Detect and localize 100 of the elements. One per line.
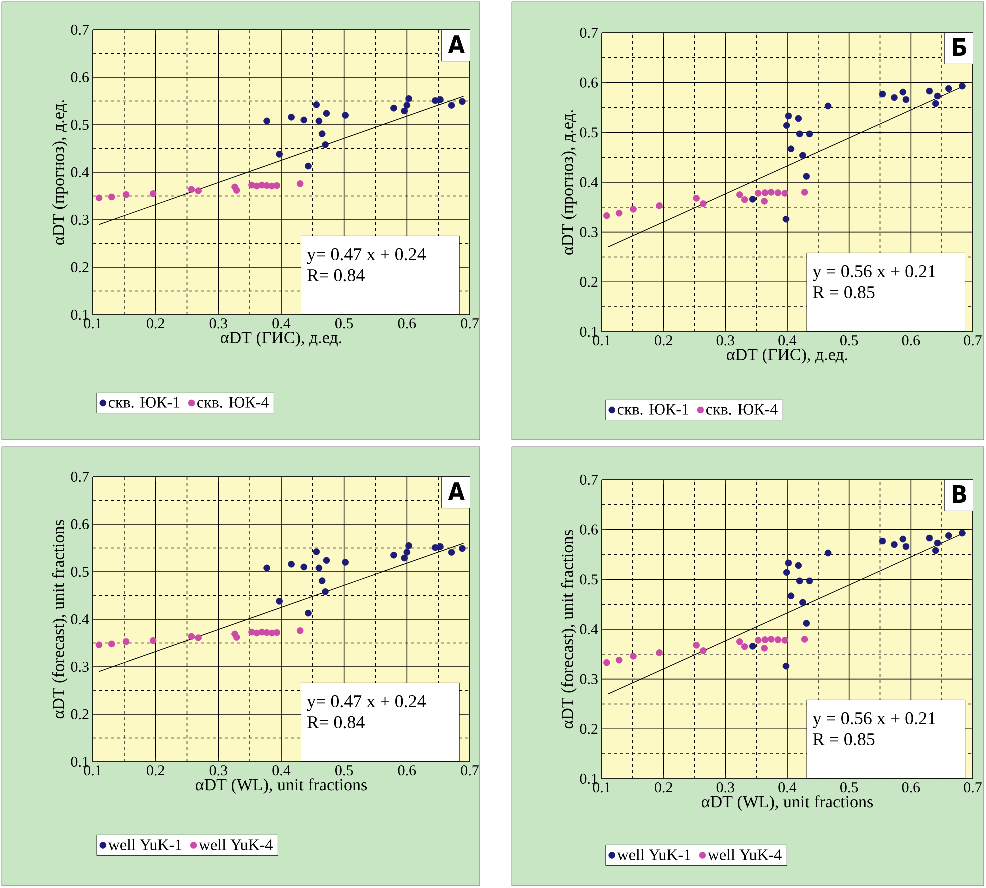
point	[264, 564, 270, 572]
point	[448, 549, 456, 556]
point	[656, 202, 663, 210]
point	[891, 94, 898, 102]
point	[437, 96, 444, 104]
y-tick-label: 0.5	[71, 120, 89, 130]
point	[902, 543, 910, 550]
point	[902, 96, 910, 104]
y-tick-label: 0.4	[580, 177, 598, 188]
y-tick-label: 0.4	[580, 624, 598, 635]
y-tick-label: 0.6	[580, 524, 598, 535]
x-tick-label: 0.7	[461, 766, 479, 776]
x-tick-label: 0.3	[716, 336, 734, 346]
point	[926, 534, 934, 542]
point	[96, 194, 103, 202]
point	[96, 642, 103, 649]
point	[774, 636, 782, 644]
point	[796, 578, 804, 585]
y-tick-label: 0.3	[71, 662, 89, 672]
point	[274, 629, 280, 636]
point	[934, 540, 942, 547]
point	[736, 638, 744, 646]
point	[782, 216, 790, 223]
point	[656, 650, 663, 656]
point	[276, 598, 284, 605]
y-tick-label: 0.7	[71, 24, 90, 36]
point	[700, 200, 707, 208]
point	[926, 88, 934, 95]
legend-label: скв. ЮК-1	[108, 397, 180, 408]
point	[316, 564, 323, 572]
point	[800, 152, 806, 159]
x-tick-label: 0.5	[336, 766, 354, 776]
annotation: A	[448, 36, 465, 54]
x-axis-title: αDT (WL), unit fractions	[196, 778, 368, 794]
legend-label: well YuK-4	[708, 849, 782, 860]
point	[891, 541, 898, 548]
y-tick-label: 0.1	[580, 326, 598, 338]
y-tick-label: 0.7	[71, 472, 90, 482]
point	[824, 102, 832, 110]
x-tick-label: 0.6	[902, 336, 920, 346]
x-tick-label: 0.2	[147, 318, 164, 329]
y-tick-label: 0.1	[71, 756, 89, 768]
point	[150, 190, 157, 198]
point	[288, 114, 295, 121]
point	[616, 656, 623, 664]
point	[785, 112, 792, 120]
y-tick-label: 0.1	[580, 774, 598, 784]
point	[762, 190, 769, 196]
point	[934, 92, 942, 100]
point	[108, 194, 116, 201]
point	[342, 112, 349, 119]
x-tick-label: 0.7	[964, 782, 982, 793]
y-tick-label: 0.6	[580, 78, 598, 88]
point	[404, 102, 411, 109]
point	[755, 637, 762, 644]
x-tick-label: 0.4	[272, 318, 291, 329]
annotation: Б	[953, 38, 966, 56]
y-tick-label: 0.2	[71, 709, 89, 720]
point	[879, 538, 886, 545]
point	[276, 151, 284, 158]
point	[900, 88, 907, 96]
point	[788, 592, 795, 600]
point	[932, 100, 940, 108]
point	[406, 95, 412, 102]
point	[323, 110, 330, 117]
y-axis-title: αDT (прогноз), д.ед.	[561, 110, 577, 255]
x-tick-label: 0.2	[655, 782, 672, 793]
point	[788, 146, 795, 153]
point	[313, 548, 320, 556]
x-tick-label: 0.2	[655, 336, 672, 346]
point	[749, 196, 756, 203]
y-tick-label: 0.4	[71, 614, 90, 625]
point	[401, 108, 408, 115]
x-tick-label: 0.6	[398, 318, 416, 329]
x-tick-label: 0.6	[902, 782, 920, 793]
point	[108, 640, 116, 648]
x-axis-title: αDT (ГИС), д.ед.	[221, 332, 342, 347]
x-axis-title: αDT (WL), unit fractions	[702, 796, 874, 812]
point	[761, 198, 768, 205]
point	[741, 196, 748, 204]
x-tick-label: 0.5	[336, 318, 354, 329]
x-tick-label: 0.3	[210, 766, 228, 776]
y-tick-label: 0.2	[580, 277, 598, 288]
point	[322, 588, 329, 596]
point	[801, 636, 808, 643]
y-tick-label: 0.3	[580, 674, 598, 684]
x-tick-label: 0.1	[84, 318, 102, 329]
point	[630, 206, 637, 213]
point	[755, 190, 762, 197]
point	[900, 536, 907, 543]
point	[122, 638, 130, 646]
y-tick-label: 0.5	[580, 574, 598, 585]
point	[188, 186, 196, 193]
point	[195, 634, 202, 642]
legend-label: скв. ЮК-4	[706, 404, 778, 415]
point	[296, 180, 304, 188]
point	[195, 188, 202, 194]
x-tick-label: 0.3	[210, 318, 228, 329]
point	[736, 192, 744, 198]
point	[604, 212, 610, 220]
